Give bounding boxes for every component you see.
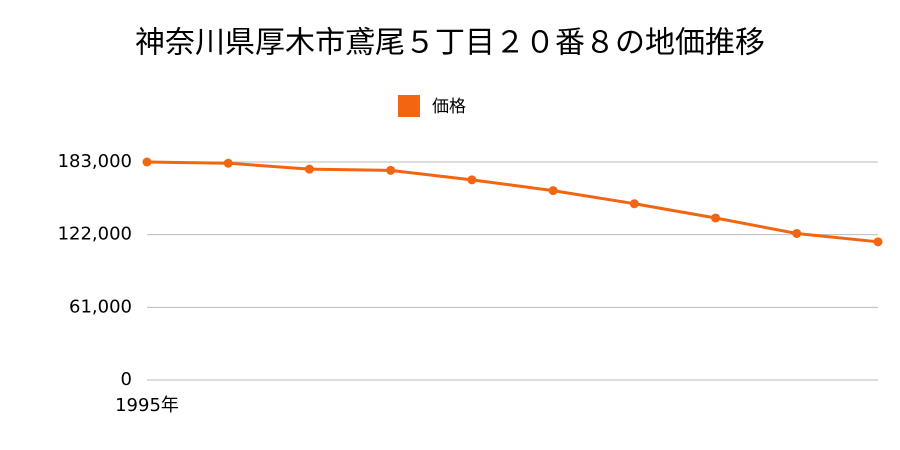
point	[386, 165, 396, 175]
legend-swatch	[398, 95, 420, 117]
point	[629, 199, 639, 209]
y-tick-label: 61,000	[69, 296, 132, 317]
x-tick-label: 1995年	[115, 395, 179, 416]
point	[711, 213, 721, 223]
y-tick-label: 0	[121, 369, 132, 390]
point	[223, 158, 233, 168]
point	[792, 228, 802, 238]
legend-label: 価格	[432, 97, 466, 117]
line	[146, 160, 879, 244]
chart-title: 神奈川県厚木市鳶尾５丁目２０番８の地価推移	[135, 26, 765, 61]
point	[304, 164, 314, 174]
point	[142, 157, 152, 167]
point	[467, 175, 477, 185]
point	[548, 186, 558, 196]
y-tick-label: 183,000	[58, 151, 132, 172]
point	[873, 237, 883, 247]
y-tick-label: 122,000	[58, 224, 132, 245]
